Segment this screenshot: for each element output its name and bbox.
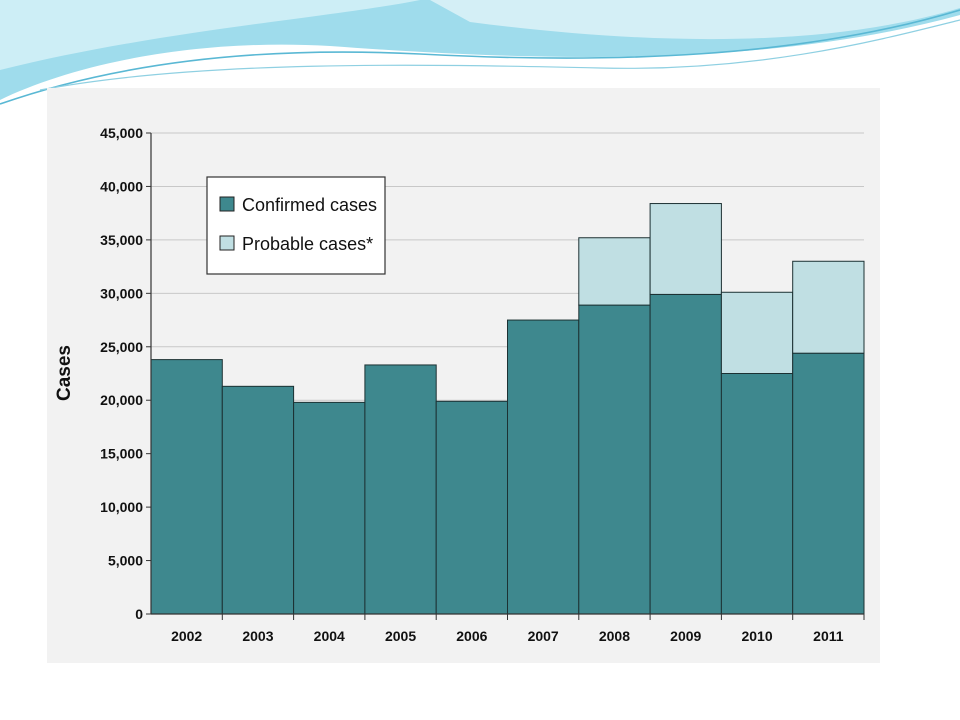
- bar-confirmed-2004: [293, 401, 366, 615]
- bar-confirmed-2007: [507, 319, 580, 615]
- y-tick-label: 10,000: [100, 499, 143, 515]
- x-tick-label-2002: 2002: [171, 628, 202, 644]
- y-tick-label: 20,000: [100, 392, 143, 408]
- x-tick-label-2009: 2009: [670, 628, 701, 644]
- slide-header-wave-decoration: [0, 0, 960, 105]
- x-tick-label-2007: 2007: [528, 628, 559, 644]
- bar-probable-2008: [578, 237, 651, 306]
- y-tick-label: 15,000: [100, 446, 143, 462]
- x-tick-label-2010: 2010: [741, 628, 772, 644]
- bar-probable-2009: [649, 203, 722, 295]
- x-tick-label-2006: 2006: [456, 628, 487, 644]
- bar-confirmed-2002: [150, 359, 223, 615]
- y-tick-labels: 0 5,000 10,000 15,000 20,000 25,000 30,000 35,0…: [100, 125, 151, 622]
- legend: Confirmed cases Probable cases*: [206, 176, 386, 275]
- legend-swatch-probable: [219, 235, 235, 251]
- bar-probable-2010: [720, 291, 794, 374]
- x-tick-labels: 2002 2003 2004 2005 2006 2007 2008 2009 2010 2011: [171, 614, 865, 644]
- x-tick-label-2011: 2011: [813, 628, 844, 644]
- bar-confirmed-2003: [221, 385, 295, 615]
- y-tick-label: 5,000: [108, 553, 143, 569]
- y-tick-label: 25,000: [100, 339, 143, 355]
- bars: [150, 203, 865, 615]
- y-tick-label: 30,000: [100, 285, 143, 301]
- bar-confirmed-2009: [649, 293, 722, 615]
- legend-label-probable: Probable cases*: [242, 234, 373, 254]
- bar-confirmed-2008: [578, 304, 651, 615]
- x-tick-label-2008: 2008: [599, 628, 630, 644]
- bar-probable-2011: [792, 260, 865, 354]
- x-tick-label-2003: 2003: [242, 628, 273, 644]
- y-axis-title: Cases: [54, 345, 75, 401]
- legend-label-confirmed: Confirmed cases: [242, 195, 377, 215]
- bar-confirmed-2006: [435, 400, 509, 615]
- y-tick-label: 45,000: [100, 125, 143, 141]
- legend-swatch-confirmed: [219, 196, 235, 212]
- y-tick-label: 0: [135, 606, 143, 622]
- bar-confirmed-2011: [792, 352, 865, 615]
- y-tick-label: 40,000: [100, 178, 143, 194]
- bar-confirmed-2005: [364, 364, 437, 615]
- legend-box: [206, 176, 386, 275]
- x-tick-label-2004: 2004: [314, 628, 345, 644]
- y-tick-label: 35,000: [100, 232, 143, 248]
- x-tick-label-2005: 2005: [385, 628, 416, 644]
- bar-confirmed-2010: [720, 373, 794, 615]
